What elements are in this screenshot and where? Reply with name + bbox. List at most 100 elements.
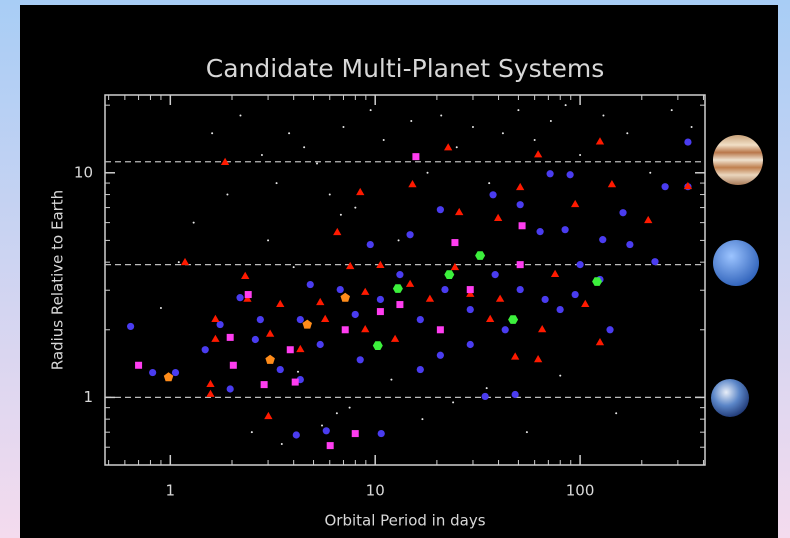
point: [452, 401, 454, 403]
point: [467, 306, 474, 313]
x-tick-label: 1: [166, 482, 176, 500]
point: [227, 385, 234, 392]
point: [276, 182, 278, 184]
point: [323, 427, 330, 434]
point: [412, 153, 419, 160]
point: [202, 346, 209, 353]
point: [267, 239, 269, 241]
point: [317, 341, 324, 348]
point: [342, 326, 349, 333]
point: [542, 296, 549, 303]
point: [230, 362, 237, 369]
point: [691, 126, 693, 128]
point: [307, 281, 314, 288]
point: [489, 191, 496, 198]
point: [492, 271, 499, 278]
x-axis-label: Orbital Period in days: [324, 512, 485, 530]
point: [352, 311, 359, 318]
point: [178, 261, 180, 263]
point: [626, 132, 628, 134]
point: [211, 132, 213, 134]
point: [287, 346, 294, 353]
point: [684, 138, 691, 145]
point: [193, 222, 195, 224]
point: [440, 114, 442, 116]
point: [293, 266, 295, 268]
point: [261, 381, 268, 388]
point: [292, 379, 299, 386]
point: [421, 418, 423, 420]
point: [547, 170, 554, 177]
point: [626, 241, 633, 248]
point: [456, 146, 458, 148]
x-tick-label: 100: [566, 482, 595, 500]
point: [383, 139, 385, 141]
point: [227, 334, 234, 341]
point: [519, 222, 526, 229]
point: [517, 286, 524, 293]
point: [602, 114, 604, 116]
point: [252, 336, 259, 343]
point: [321, 424, 323, 426]
point: [441, 286, 448, 293]
y-axis-label: Radius Relative to Earth: [49, 190, 67, 370]
point: [567, 171, 574, 178]
point: [615, 412, 617, 414]
point: [377, 308, 384, 315]
point: [550, 120, 552, 122]
point: [329, 194, 331, 196]
point: [303, 146, 305, 148]
point: [261, 154, 263, 156]
point: [417, 316, 424, 323]
point: [396, 271, 403, 278]
neptune-image: [713, 240, 759, 286]
point: [336, 412, 338, 414]
point: [502, 326, 509, 333]
point: [354, 207, 356, 209]
point: [651, 258, 658, 265]
point: [390, 379, 392, 381]
point: [599, 236, 606, 243]
point: [606, 326, 613, 333]
point: [467, 341, 474, 348]
point: [297, 316, 304, 323]
point: [406, 231, 413, 238]
point: [352, 430, 359, 437]
point: [277, 366, 284, 373]
point: [579, 154, 581, 156]
point: [437, 206, 444, 213]
point: [340, 214, 342, 216]
point: [427, 172, 429, 174]
point: [327, 442, 334, 449]
point: [377, 296, 384, 303]
earth-image: [711, 379, 749, 417]
point: [293, 431, 300, 438]
point: [281, 443, 283, 445]
point: [562, 226, 569, 233]
point: [512, 391, 519, 398]
point: [297, 371, 299, 373]
point: [437, 352, 444, 359]
point: [619, 209, 626, 216]
point: [576, 261, 583, 268]
point: [410, 120, 412, 122]
chart-title: Candidate Multi-Planet Systems: [206, 54, 604, 83]
point: [649, 172, 651, 174]
y-tick-label: 10: [74, 163, 93, 181]
point: [565, 104, 567, 106]
point: [486, 387, 488, 389]
point: [236, 294, 243, 301]
point: [342, 126, 344, 128]
point: [502, 132, 504, 134]
point: [378, 430, 385, 437]
point: [217, 321, 224, 328]
point: [316, 162, 318, 164]
point: [127, 323, 134, 330]
point: [437, 326, 444, 333]
point: [467, 286, 474, 293]
point: [517, 201, 524, 208]
point: [149, 369, 156, 376]
point: [172, 369, 179, 376]
point: [517, 109, 519, 111]
point: [559, 375, 561, 377]
